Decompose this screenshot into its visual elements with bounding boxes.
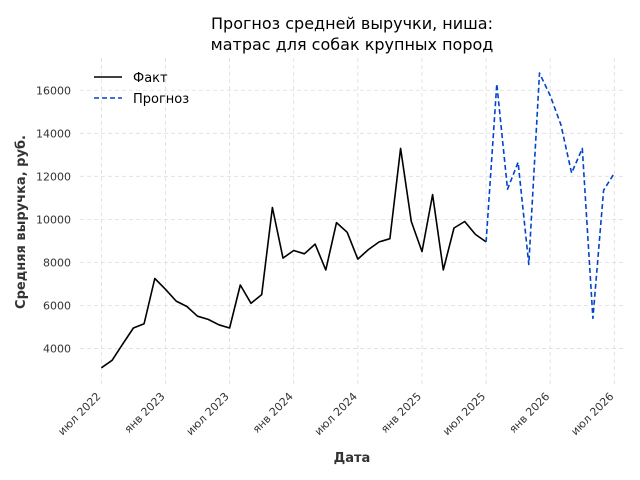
- x-axis-ticks: июл 2022 янв 2023 июл 2023 янв 2024 июл 2024…: [55, 390, 616, 438]
- x-tick-label: июл 2022: [55, 390, 103, 438]
- y-tick-label: 8000: [43, 256, 71, 269]
- y-tick-label: 4000: [43, 342, 71, 355]
- legend: Факт Прогноз: [94, 71, 189, 107]
- grid: [80, 58, 625, 385]
- x-tick-label: янв 2024: [250, 390, 296, 436]
- series-line-forecast: [485, 72, 615, 320]
- y-tick-label: 10000: [36, 213, 71, 226]
- legend-label-fact: Факт: [133, 71, 168, 86]
- y-axis-label: Средняя выручка, руб.: [14, 135, 29, 309]
- x-tick-label: июл 2023: [184, 390, 232, 438]
- x-tick-label: янв 2025: [378, 390, 424, 436]
- y-tick-label: 16000: [36, 84, 71, 97]
- x-tick-label: янв 2026: [506, 390, 552, 436]
- y-tick-label: 14000: [36, 127, 71, 140]
- x-tick-label: июл 2024: [312, 390, 360, 438]
- chart-title-line-1: Прогноз средней выручки, ниша:: [211, 14, 493, 33]
- legend-label-forecast: Прогноз: [133, 92, 189, 107]
- chart-title-line-2: матрас для собак крупных пород: [211, 35, 494, 54]
- y-tick-label: 6000: [43, 299, 71, 312]
- series-lines: [100, 72, 615, 369]
- x-tick-label: июл 2026: [568, 390, 616, 438]
- x-tick-label: янв 2023: [122, 390, 168, 436]
- y-tick-label: 12000: [36, 170, 71, 183]
- y-axis-ticks: 4000 6000 8000 10000 12000 14000 16000: [36, 84, 71, 355]
- series-line-fact: [100, 147, 487, 369]
- x-tick-label: июл 2025: [440, 390, 488, 438]
- x-axis-label: Дата: [334, 451, 371, 466]
